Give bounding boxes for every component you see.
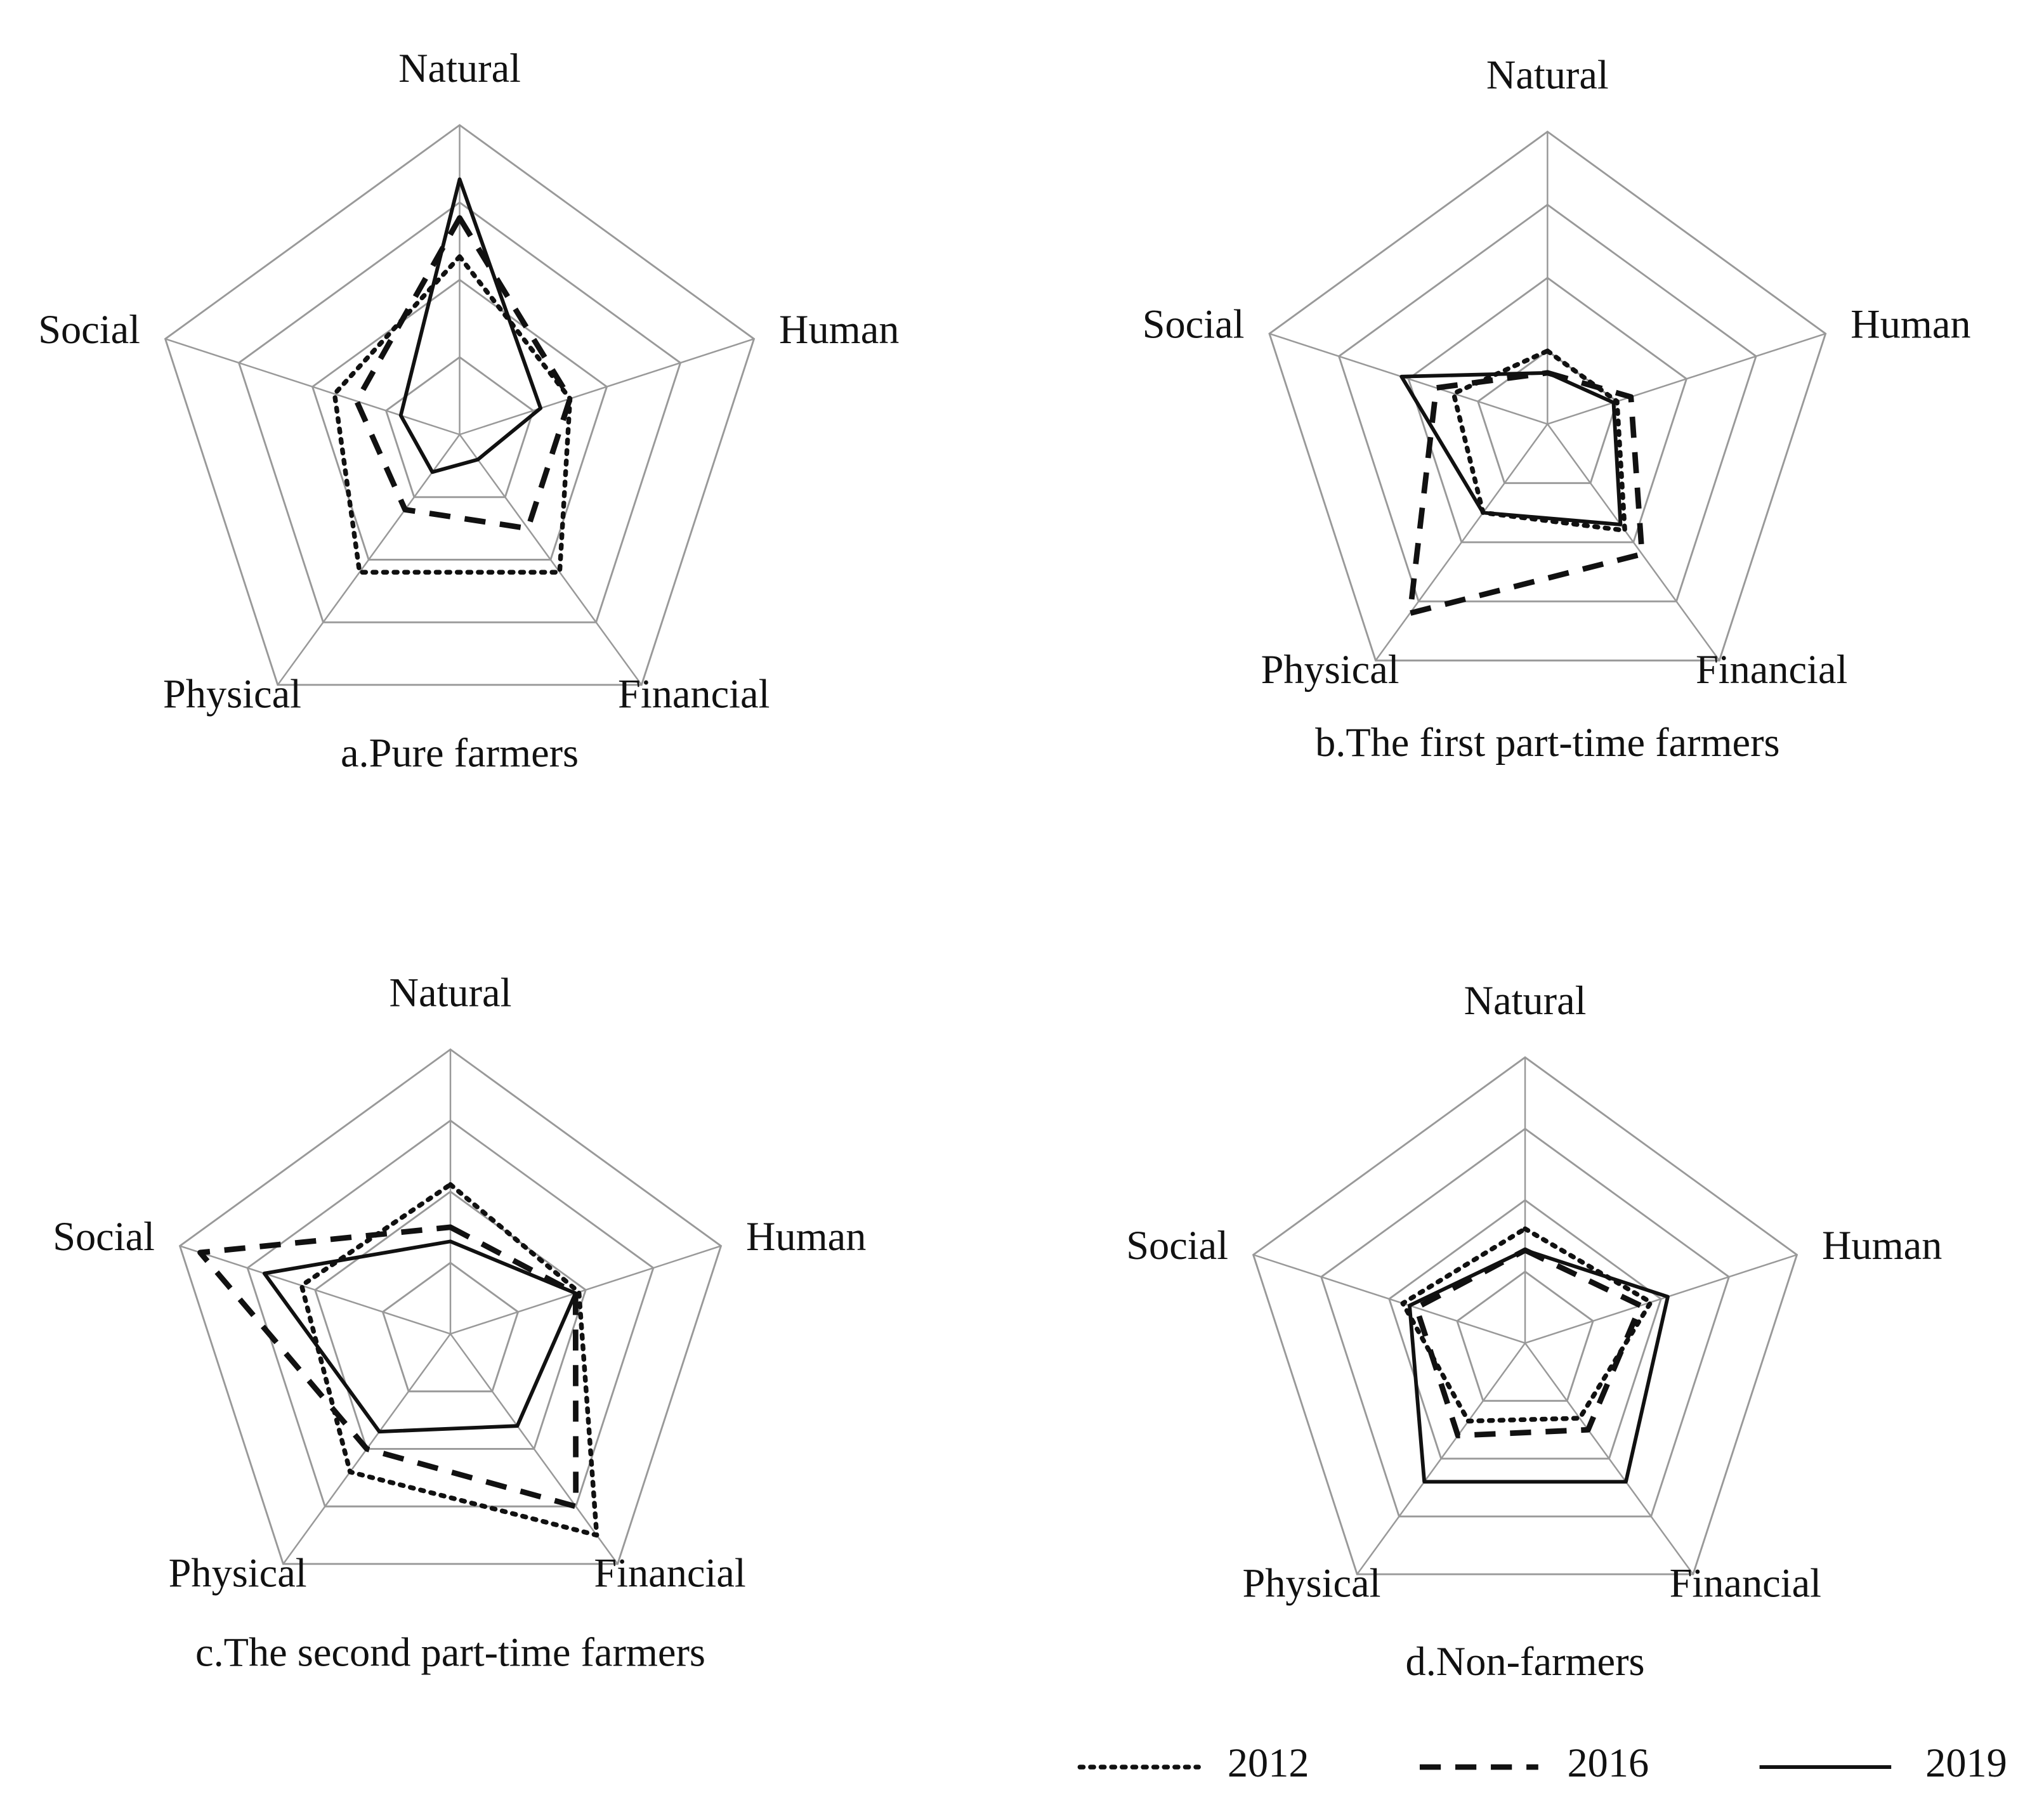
series-line — [1399, 370, 1623, 526]
legend-label: 2019 — [1925, 1740, 2007, 1785]
radar-chart: Natural Human Financial Physical Social d.Non… — [1126, 978, 1942, 1684]
axis-label: Financial — [594, 1550, 745, 1595]
grid-ring — [1337, 204, 1757, 603]
axis-label: Physical — [163, 671, 301, 716]
chart-title: a.Pure farmers — [341, 731, 579, 776]
grid-ring — [381, 1262, 520, 1393]
axis-label: Social — [53, 1214, 155, 1259]
axis-label: Social — [1143, 302, 1245, 347]
axis-label: Social — [38, 307, 140, 352]
grid-ring — [1268, 130, 1827, 662]
radar-chart: Natural Human Financial Physical Social c.The… — [53, 970, 866, 1674]
series-line — [1413, 1247, 1644, 1438]
series-line — [353, 215, 573, 532]
series-line — [197, 1224, 579, 1510]
grid-ring — [246, 1119, 655, 1508]
legend-label: 2012 — [1228, 1740, 1309, 1785]
series-line — [1407, 370, 1645, 616]
grid-ring — [164, 124, 756, 686]
grid-ring — [384, 356, 535, 499]
series-line — [1400, 1226, 1653, 1424]
axis-label: Human — [1822, 1223, 1942, 1268]
axis-label: Natural — [1486, 52, 1609, 97]
series-line — [299, 1182, 599, 1538]
grid-ring — [1320, 1127, 1731, 1518]
axis-label: Financial — [1696, 647, 1847, 692]
axis-label: Physical — [1242, 1561, 1380, 1606]
axis-label: Financial — [618, 671, 770, 716]
grid-ring — [311, 278, 608, 561]
grid-ring — [237, 201, 682, 623]
axis-label: Financial — [1670, 1561, 1821, 1606]
axis-label: Human — [1851, 302, 1970, 347]
axis-label: Human — [779, 307, 899, 352]
series-line — [1408, 1248, 1670, 1484]
axis-label: Social — [1126, 1223, 1228, 1268]
axis-label: Natural — [398, 46, 521, 91]
axis-label: Physical — [1261, 647, 1399, 692]
series-line — [1451, 348, 1627, 533]
chart-title: b.The first part-time farmers — [1315, 720, 1780, 765]
grid-ring — [1388, 1199, 1662, 1460]
radar-chart: Natural Human Financial Physical Social a.Pur… — [38, 46, 899, 776]
grid-ring — [178, 1048, 723, 1565]
series-line — [262, 1239, 578, 1434]
grid-ring — [314, 1190, 587, 1450]
axis-label: Natural — [390, 970, 512, 1015]
grid-ring — [1407, 277, 1688, 544]
chart-title: c.The second part-time farmers — [195, 1629, 705, 1674]
axis-label: Natural — [1464, 978, 1587, 1023]
grid-ring — [1252, 1056, 1798, 1575]
radar-chart: Natural Human Financial Physical Social b.The… — [1143, 52, 1971, 765]
series-line — [332, 254, 573, 575]
chart-title: d.Non-farmers — [1406, 1639, 1645, 1684]
legend: 2012 2016 2019 — [1077, 1740, 2007, 1785]
legend-label: 2016 — [1567, 1740, 1649, 1785]
grid-ring — [1456, 1270, 1594, 1402]
series-line — [398, 177, 543, 474]
axis-label: Physical — [169, 1550, 307, 1595]
axis-label: Human — [746, 1214, 866, 1259]
